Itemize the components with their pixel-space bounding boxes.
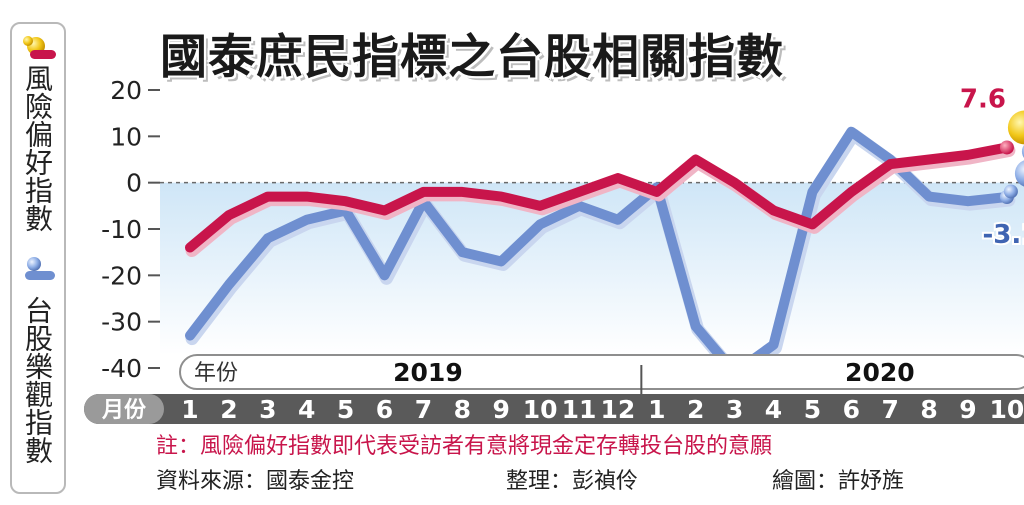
month-tick-label: 6 [843, 395, 860, 424]
bull-legend-icon [25, 257, 55, 280]
blue-ball-3 [1003, 184, 1018, 199]
month-tick-label: 10 [990, 395, 1024, 424]
month-tick-label: 9 [959, 395, 976, 424]
month-tick-label: 4 [765, 395, 782, 424]
risk-end-point [999, 140, 1014, 155]
decorative-balls [1003, 110, 1024, 199]
risk-legend-label: 風險偏好指數 [21, 64, 54, 232]
blue-ball-1 [1021, 144, 1024, 158]
month-row: 月份 1 2 3 4 5 6 7 8 9 10 11 12 1 2 3 4 5 6 7 8 9 10 [84, 394, 1024, 424]
y-tick-label: 0 [126, 169, 142, 198]
month-tick-label: 8 [454, 395, 471, 424]
y-tick-label: -20 [101, 261, 142, 290]
bull-legend-label: 台股樂觀指數 [21, 296, 54, 464]
month-tick-label: 1 [648, 395, 665, 424]
month-row-label: 月份 [101, 398, 147, 423]
month-tick-label: 8 [920, 395, 937, 424]
gold-ball-large [1007, 110, 1024, 145]
month-tick-label: 7 [415, 395, 432, 424]
footnote: 註：風險偏好指數即代表受訪者有意將現金定存轉投台股的意願 [156, 434, 773, 459]
year-row: 年份 2019 2020 [179, 354, 1024, 409]
year-label: 2020 [845, 358, 915, 387]
legend-box [10, 22, 66, 494]
month-row-bar [84, 394, 1024, 424]
month-tick-label: 4 [298, 395, 315, 424]
y-tick-label: -30 [101, 308, 142, 337]
month-tick-label: 5 [337, 395, 354, 424]
chart-title: 國泰庶民指標之台股相關指數 [160, 30, 784, 85]
month-tick-label: 6 [376, 395, 393, 424]
month-tick-label: 11 [562, 395, 597, 424]
month-tick-label: 5 [804, 395, 821, 424]
month-tick-label: 7 [881, 395, 898, 424]
month-tick-label: 1 [181, 395, 198, 424]
risk-appetite-line [185, 142, 1012, 253]
month-tick-label: 3 [726, 395, 743, 424]
blue-ball-2 [1014, 160, 1024, 187]
series-layer: 7.6 -3.1 [185, 84, 1024, 383]
editor-credit: 整理：彭禎伶 [506, 469, 639, 494]
month-tick-label: 12 [601, 395, 636, 424]
stock-optimism-line [185, 126, 1012, 378]
month-row-label-bg [84, 394, 164, 424]
month-tick-label: 9 [492, 395, 509, 424]
month-tick-label: 3 [259, 395, 276, 424]
month-tick-label: 2 [687, 395, 704, 424]
y-tick-label: -40 [101, 354, 142, 383]
y-axis: 20 10 0 -10 -20 -30 -40 [101, 76, 160, 383]
year-row-label: 年份 [194, 361, 238, 386]
month-tick-label: 10 [523, 395, 558, 424]
bull-end-label: -3.1 [982, 220, 1024, 250]
y-tick-label: 10 [110, 122, 142, 151]
artist-credit: 繪圖：許妤旌 [772, 469, 905, 494]
risk-end-label: 7.6 [960, 84, 1006, 114]
y-tick-label: 20 [110, 76, 142, 105]
year-row-frame [179, 354, 1024, 390]
y-tick-label: -10 [101, 215, 142, 244]
month-tick-label: 2 [220, 395, 237, 424]
year-label: 2019 [393, 358, 463, 387]
risk-legend-icon [23, 36, 56, 59]
source-credit: 資料來源：國泰金控 [156, 469, 355, 494]
